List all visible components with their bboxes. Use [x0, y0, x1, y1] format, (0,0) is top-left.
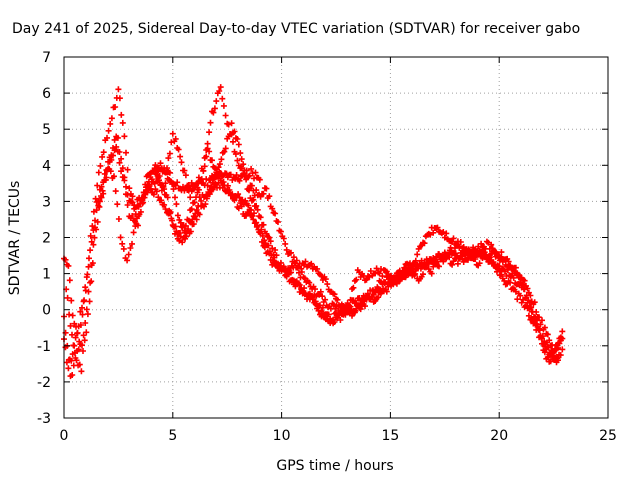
x-tick-label: 5 — [168, 428, 177, 444]
x-tick-label: 15 — [381, 428, 399, 444]
axis-ticks: 0 5 10 15 20 25 -3 -2 -1 0 1 2 3 4 5 6 7 — [37, 50, 617, 444]
y-tick-label: 4 — [42, 158, 51, 174]
y-tick-label: 2 — [42, 231, 51, 247]
series-track-5 — [152, 165, 263, 194]
x-tick-label: 25 — [599, 428, 617, 444]
y-tick-label: 1 — [42, 267, 51, 283]
series-markers — [152, 165, 263, 194]
y-axis-label: SDTVAR / TECUs — [7, 181, 23, 296]
data-series — [61, 84, 566, 380]
y-tick-label: -3 — [37, 411, 51, 427]
chart-title: Day 241 of 2025, Sidereal Day-to-day VTE… — [12, 21, 580, 37]
y-tick-label: -2 — [37, 375, 51, 391]
x-axis-label: GPS time / hours — [276, 458, 393, 474]
y-tick-label: -1 — [37, 339, 51, 355]
x-tick-label: 20 — [490, 428, 508, 444]
y-tick-label: 6 — [42, 86, 51, 102]
y-tick-label: 0 — [42, 303, 51, 319]
y-tick-label: 3 — [42, 194, 51, 210]
series-markers — [63, 166, 561, 375]
x-tick-label: 0 — [60, 428, 69, 444]
grid-lines — [64, 57, 608, 418]
y-tick-label: 7 — [42, 50, 51, 66]
y-tick-label: 5 — [42, 122, 51, 138]
series-track-3 — [63, 166, 561, 375]
x-tick-label: 10 — [273, 428, 291, 444]
